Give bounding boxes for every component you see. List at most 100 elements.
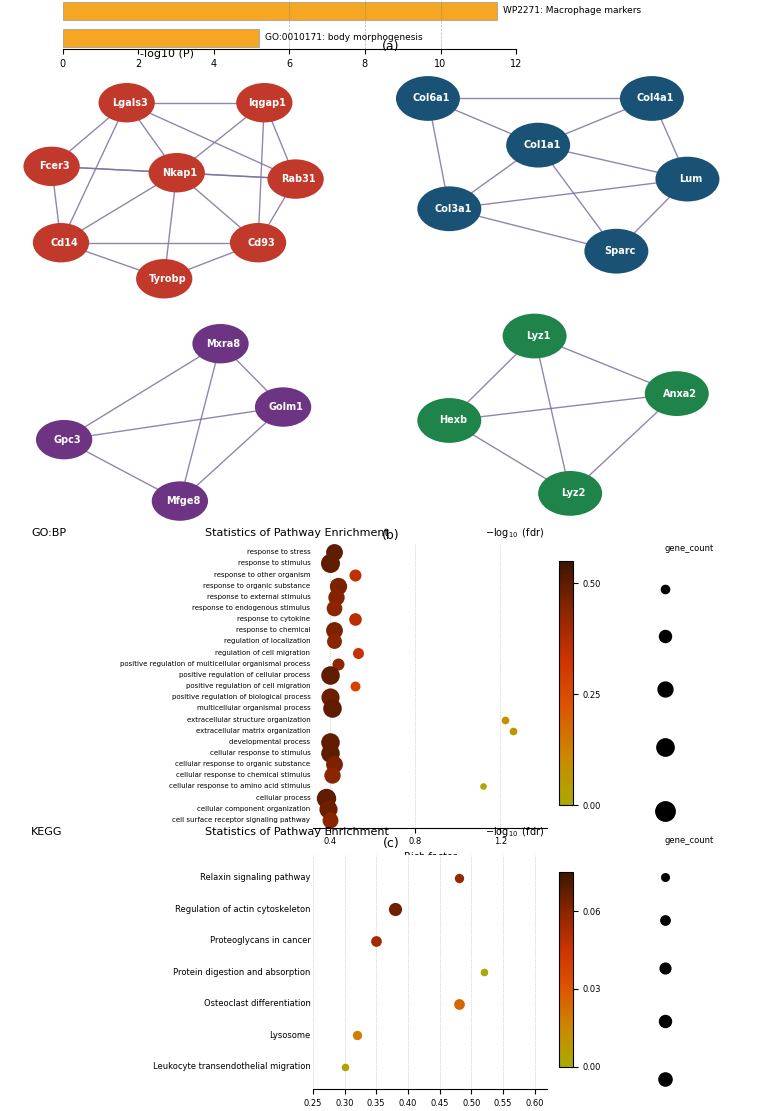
Point bbox=[658, 1070, 671, 1088]
Text: Golm1: Golm1 bbox=[269, 402, 303, 412]
Text: developmental process: developmental process bbox=[229, 739, 310, 744]
Ellipse shape bbox=[230, 223, 286, 262]
Ellipse shape bbox=[255, 388, 311, 427]
Point bbox=[658, 680, 671, 698]
Text: Nkap1: Nkap1 bbox=[163, 168, 197, 178]
Point bbox=[324, 744, 336, 762]
Text: WP2271: Macrophage markers: WP2271: Macrophage markers bbox=[503, 7, 641, 16]
Text: Col4a1: Col4a1 bbox=[637, 93, 674, 103]
Text: Rab31: Rab31 bbox=[282, 174, 316, 184]
Text: response to other organism: response to other organism bbox=[214, 571, 310, 578]
Text: response to stimulus: response to stimulus bbox=[238, 560, 310, 567]
Text: (a): (a) bbox=[382, 40, 400, 53]
Ellipse shape bbox=[584, 229, 648, 273]
Text: cellular component organization: cellular component organization bbox=[197, 805, 310, 812]
Text: Gpc3: Gpc3 bbox=[53, 434, 81, 444]
Point bbox=[324, 733, 336, 751]
Point bbox=[332, 654, 345, 672]
Point bbox=[328, 543, 340, 561]
Text: Mfge8: Mfge8 bbox=[166, 496, 200, 507]
Text: regulation of cell migration: regulation of cell migration bbox=[216, 650, 310, 655]
Text: response to external stimulus: response to external stimulus bbox=[206, 593, 310, 600]
Point bbox=[658, 911, 671, 929]
Text: Leukocyte transendothelial migration: Leukocyte transendothelial migration bbox=[152, 1062, 310, 1071]
Point bbox=[324, 554, 336, 572]
Point bbox=[370, 932, 382, 950]
Ellipse shape bbox=[396, 76, 460, 121]
Text: Col1a1: Col1a1 bbox=[523, 140, 561, 150]
Point bbox=[330, 588, 343, 605]
Point bbox=[507, 722, 519, 740]
Text: response to endogenous stimulus: response to endogenous stimulus bbox=[192, 605, 310, 611]
Point bbox=[328, 621, 340, 639]
Text: positive regulation of multicellular organismal process: positive regulation of multicellular org… bbox=[120, 661, 310, 667]
Text: Col6a1: Col6a1 bbox=[413, 93, 450, 103]
Point bbox=[389, 900, 401, 918]
Text: regulation of localization: regulation of localization bbox=[224, 639, 310, 644]
Point bbox=[658, 580, 671, 598]
Point bbox=[328, 599, 340, 617]
Ellipse shape bbox=[192, 324, 249, 363]
Point bbox=[324, 689, 336, 707]
Text: response to organic substance: response to organic substance bbox=[203, 582, 310, 589]
Ellipse shape bbox=[418, 398, 481, 443]
Ellipse shape bbox=[236, 83, 292, 122]
Text: Iqgap1: Iqgap1 bbox=[249, 98, 286, 108]
Text: KEGG: KEGG bbox=[31, 828, 63, 838]
Point bbox=[324, 665, 336, 683]
Point bbox=[658, 738, 671, 755]
Point bbox=[350, 565, 362, 583]
Ellipse shape bbox=[99, 83, 155, 122]
Point bbox=[350, 678, 362, 695]
Ellipse shape bbox=[645, 371, 708, 416]
Text: multicellular organismal process: multicellular organismal process bbox=[197, 705, 310, 711]
Text: (c): (c) bbox=[382, 837, 400, 850]
Ellipse shape bbox=[23, 147, 80, 186]
Text: Lum: Lum bbox=[680, 174, 703, 184]
Text: cellular response to stimulus: cellular response to stimulus bbox=[210, 750, 310, 755]
Ellipse shape bbox=[136, 259, 192, 299]
Text: Proteoglycans in cancer: Proteoglycans in cancer bbox=[210, 937, 310, 945]
Text: cellular response to chemical stimulus: cellular response to chemical stimulus bbox=[176, 772, 310, 779]
Text: positive regulation of biological process: positive regulation of biological proces… bbox=[171, 694, 310, 700]
Text: gene_count: gene_count bbox=[665, 544, 714, 553]
Point bbox=[339, 1058, 351, 1075]
Point bbox=[658, 959, 671, 977]
Point bbox=[326, 700, 339, 718]
Text: Lyz1: Lyz1 bbox=[526, 331, 551, 341]
Text: Cd93: Cd93 bbox=[247, 238, 275, 248]
Ellipse shape bbox=[655, 157, 719, 201]
Point bbox=[452, 869, 465, 887]
Point bbox=[452, 994, 465, 1012]
Ellipse shape bbox=[503, 313, 567, 359]
Point bbox=[332, 577, 345, 594]
Text: Statistics of Pathway Enrichment: Statistics of Pathway Enrichment bbox=[205, 828, 389, 838]
Text: Lysosome: Lysosome bbox=[269, 1031, 310, 1040]
Ellipse shape bbox=[33, 223, 89, 262]
Text: Osteoclast differentiation: Osteoclast differentiation bbox=[203, 999, 310, 1008]
Text: Col3a1: Col3a1 bbox=[434, 203, 472, 213]
Point bbox=[324, 811, 336, 829]
Text: $-\log_{10}$ (fdr): $-\log_{10}$ (fdr) bbox=[485, 825, 544, 840]
Ellipse shape bbox=[36, 420, 92, 459]
Text: Protein digestion and absorption: Protein digestion and absorption bbox=[173, 968, 310, 977]
Ellipse shape bbox=[620, 76, 684, 121]
Text: Tyrobp: Tyrobp bbox=[149, 273, 186, 283]
Text: Sparc: Sparc bbox=[604, 247, 636, 257]
Ellipse shape bbox=[538, 471, 602, 516]
Point bbox=[478, 963, 490, 981]
Text: response to stress: response to stress bbox=[246, 549, 310, 556]
Text: response to chemical: response to chemical bbox=[236, 628, 310, 633]
Point bbox=[658, 627, 671, 644]
Text: extracellular structure organization: extracellular structure organization bbox=[187, 717, 310, 722]
Text: Mxra8: Mxra8 bbox=[206, 339, 241, 349]
Text: cellular response to organic substance: cellular response to organic substance bbox=[175, 761, 310, 767]
Text: gene_count: gene_count bbox=[665, 837, 714, 845]
Bar bbox=[63, 2, 497, 20]
Text: positive regulation of cellular process: positive regulation of cellular process bbox=[179, 672, 310, 678]
X-axis label: Rich factor: Rich factor bbox=[404, 852, 457, 862]
Text: positive regulation of cell migration: positive regulation of cell migration bbox=[186, 683, 310, 689]
Ellipse shape bbox=[418, 187, 481, 231]
Point bbox=[477, 778, 490, 795]
Text: response to cytokine: response to cytokine bbox=[238, 617, 310, 622]
